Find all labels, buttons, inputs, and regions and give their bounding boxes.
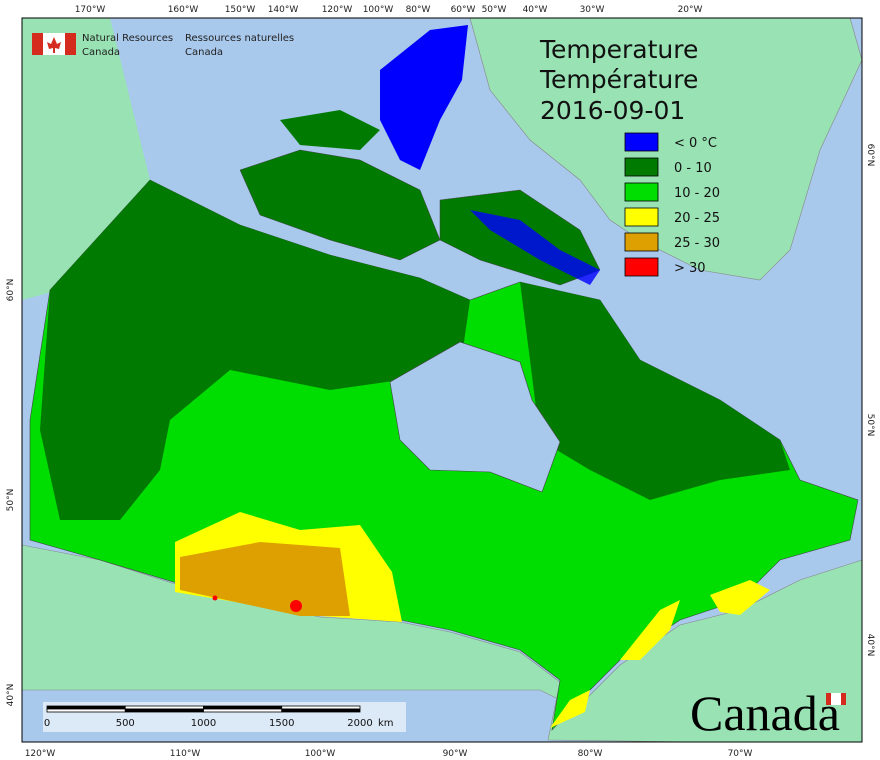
legend-label: 25 - 30 bbox=[674, 236, 720, 251]
scale-segment bbox=[281, 705, 361, 710]
scale-unit: km bbox=[378, 718, 394, 729]
top-lon-label: 20°W bbox=[678, 5, 703, 15]
graticule-labels: 170°W 160°W 150°W 140°W 120°W 100°W 80°W 60°W 50… bbox=[6, 5, 875, 759]
map-frame bbox=[21, 17, 863, 743]
flag-bar bbox=[65, 33, 76, 55]
bottom-lon-label: 90°W bbox=[443, 749, 468, 759]
legend-swatch bbox=[624, 232, 659, 252]
scale-segment bbox=[203, 705, 283, 710]
top-lon-label: 140°W bbox=[268, 5, 299, 15]
legend-swatch bbox=[624, 257, 659, 277]
legend-swatch bbox=[624, 182, 659, 202]
legend-label: 10 - 20 bbox=[674, 186, 720, 201]
top-lon-label: 120°W bbox=[322, 5, 353, 15]
title-fr: Température bbox=[539, 65, 698, 94]
scale-label: 0 bbox=[44, 718, 50, 729]
bottom-lon-label: 80°W bbox=[578, 749, 603, 759]
scale-segment bbox=[281, 708, 361, 713]
bottom-lon-label: 120°W bbox=[25, 749, 56, 759]
bottom-lon-label: 100°W bbox=[305, 749, 336, 759]
country-en: Canada bbox=[82, 47, 120, 58]
country-fr: Canada bbox=[185, 47, 223, 58]
prairies-hot bbox=[180, 542, 350, 616]
right-lat-label: 40°N bbox=[865, 634, 875, 657]
top-lon-label: 150°W bbox=[225, 5, 256, 15]
legend-label: > 30 bbox=[674, 261, 706, 276]
canada-wordmark: Canada bbox=[690, 685, 840, 741]
cool-northwest bbox=[40, 180, 470, 520]
hudson-bay bbox=[389, 341, 561, 493]
legend-swatch bbox=[624, 132, 659, 152]
map-date: 2016-09-01 bbox=[540, 96, 685, 125]
arctic-island bbox=[280, 110, 380, 150]
cool-east bbox=[520, 282, 790, 500]
baffin-cold bbox=[470, 210, 600, 285]
right-lat-label: 60°N bbox=[865, 144, 875, 167]
legend-swatch bbox=[624, 157, 659, 177]
map-body bbox=[21, 17, 863, 743]
hot-spot bbox=[212, 595, 218, 601]
top-lon-label: 170°W bbox=[75, 5, 106, 15]
scale-label: 1500 bbox=[269, 718, 294, 729]
scale-label: 1000 bbox=[191, 718, 216, 729]
ellesmere-cold bbox=[380, 25, 468, 170]
scale-label: 2000 bbox=[347, 718, 372, 729]
scale-segment bbox=[46, 708, 126, 713]
logo: Natural Resources Canada Ressources natu… bbox=[32, 33, 294, 58]
scale-segment bbox=[46, 705, 126, 710]
bottom-lon-label: 110°W bbox=[170, 749, 201, 759]
maritimes-warm bbox=[710, 580, 770, 615]
agency-fr: Ressources naturelles bbox=[185, 33, 294, 44]
maple-leaf bbox=[47, 37, 61, 53]
legend-label: 0 - 10 bbox=[674, 161, 712, 176]
left-lat-label: 50°N bbox=[6, 489, 16, 512]
scale-segment bbox=[124, 705, 204, 710]
left-lat-label: 60°N bbox=[6, 279, 16, 302]
legend-label: 20 - 25 bbox=[674, 211, 720, 226]
top-lon-label: 80°W bbox=[406, 5, 431, 15]
scale-label: 500 bbox=[116, 718, 135, 729]
title-en: Temperature bbox=[539, 35, 698, 64]
top-lon-label: 100°W bbox=[363, 5, 394, 15]
wordmark-flag-field bbox=[831, 693, 841, 705]
quebec-warm bbox=[620, 600, 680, 660]
scale-segment bbox=[124, 708, 204, 713]
agency-en: Natural Resources bbox=[82, 33, 173, 44]
wordmark: Canada bbox=[690, 685, 846, 741]
top-lon-label: 50°W bbox=[482, 5, 507, 15]
legend: < 0 °C 0 - 10 10 - 20 20 - 25 25 - 30 > 30 bbox=[624, 132, 720, 277]
ontario-warm bbox=[550, 690, 590, 728]
top-lon-label: 40°W bbox=[523, 5, 548, 15]
legend-swatch bbox=[624, 207, 659, 227]
top-lon-label: 60°W bbox=[451, 5, 476, 15]
scale-segment bbox=[203, 708, 283, 713]
top-lon-label: 160°W bbox=[168, 5, 199, 15]
top-lon-label: 30°W bbox=[580, 5, 605, 15]
legend-label: < 0 °C bbox=[674, 136, 717, 151]
scale-bar: 0 500 1000 1500 2000 km bbox=[43, 702, 406, 732]
right-lat-label: 50°N bbox=[865, 414, 875, 437]
hot-spot bbox=[290, 600, 302, 612]
left-lat-label: 40°N bbox=[6, 684, 16, 707]
flag-bar bbox=[32, 33, 43, 55]
bottom-lon-label: 70°W bbox=[728, 749, 753, 759]
